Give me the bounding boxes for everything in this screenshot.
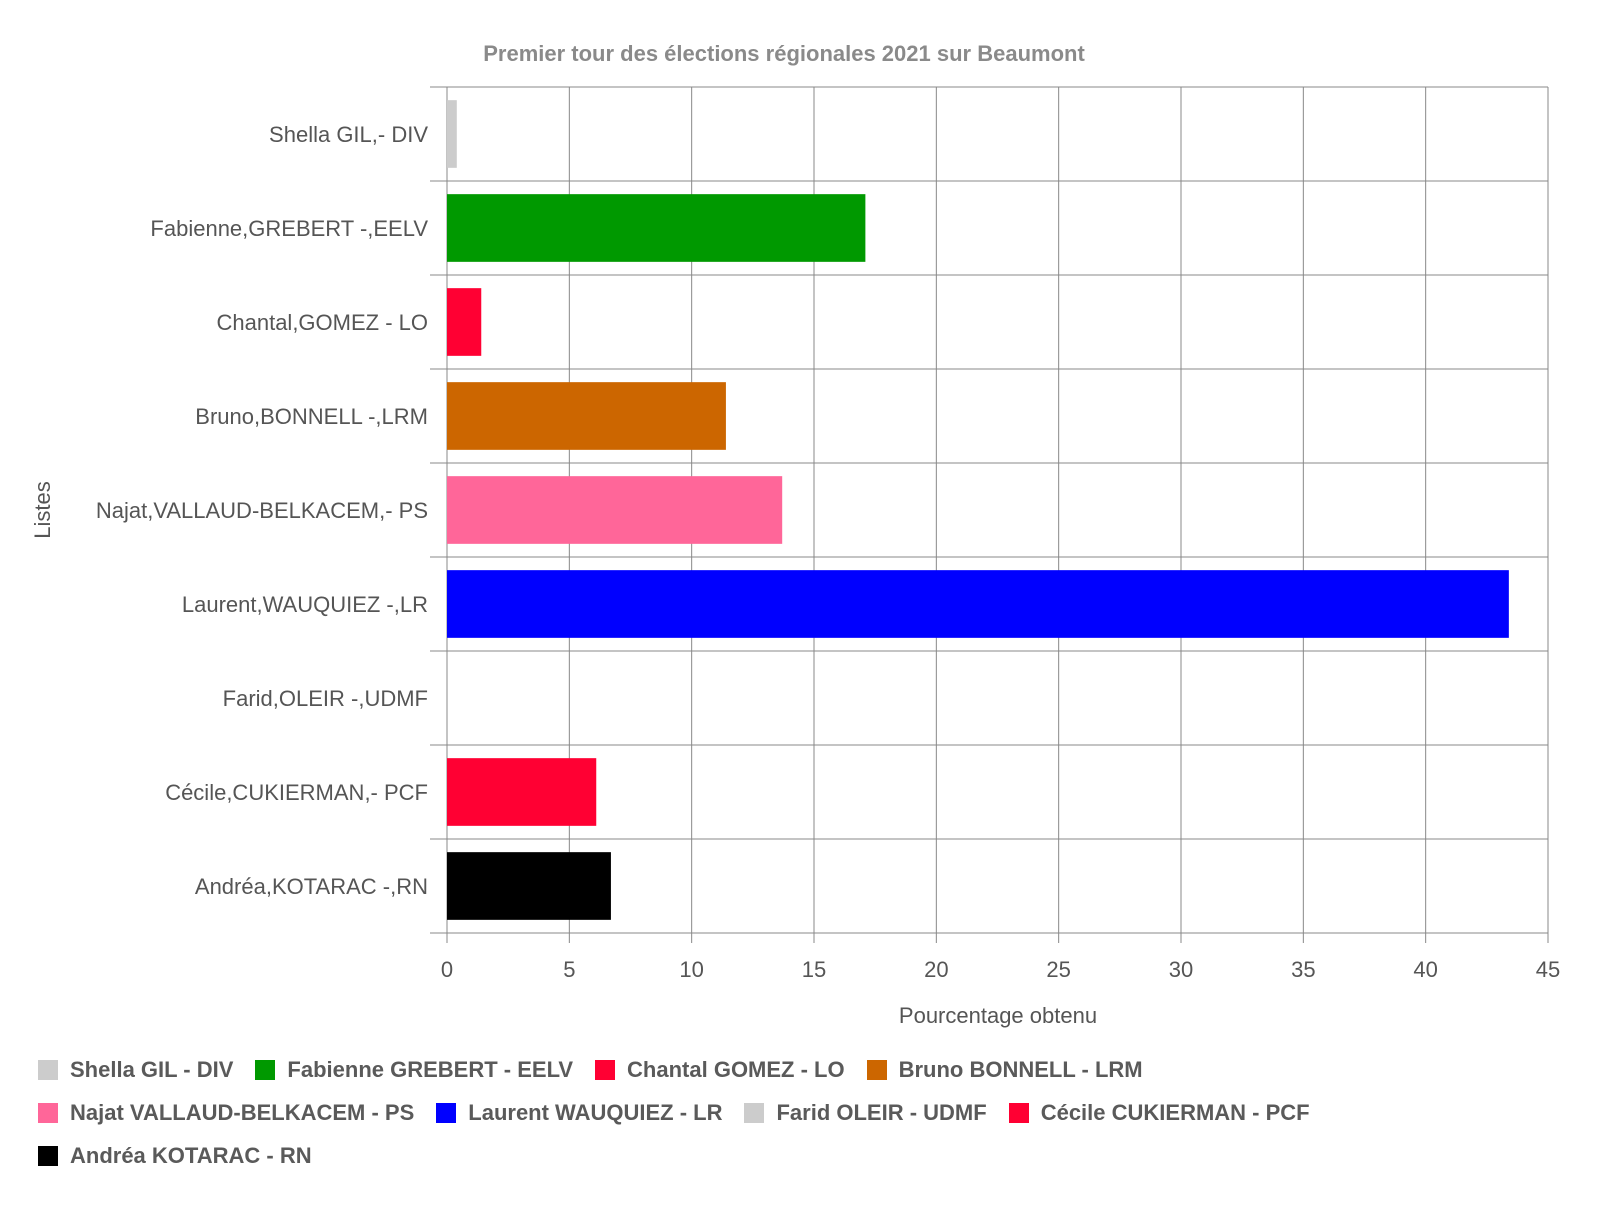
legend-swatch xyxy=(866,1059,887,1080)
x-tick-label: 20 xyxy=(924,957,948,982)
bar xyxy=(447,852,611,920)
legend-item[interactable]: Shella GIL - DIV xyxy=(38,1048,233,1091)
legend: Shella GIL - DIV Fabienne GREBERT - EELV C… xyxy=(38,1048,1458,1177)
legend-label: Shella GIL - DIV xyxy=(70,1056,234,1082)
legend-swatch xyxy=(744,1102,765,1123)
legend-swatch xyxy=(436,1102,457,1123)
category-label: Najat,VALLAUD-BELKACEM,- PS xyxy=(96,498,428,523)
legend-label: Najat VALLAUD-BELKACEM - PS xyxy=(70,1099,415,1125)
legend-label: Farid OLEIR - UDMF xyxy=(776,1099,987,1125)
bar xyxy=(447,758,597,826)
legend-item[interactable]: Fabienne GREBERT - EELV xyxy=(255,1048,573,1091)
category-label: Andréa,KOTARAC -,RN xyxy=(195,874,428,899)
x-tick-label: 10 xyxy=(679,957,703,982)
category-label: Bruno,BONNELL -,LRM xyxy=(195,404,428,429)
x-tick-label: 40 xyxy=(1413,957,1437,982)
bar xyxy=(447,288,482,356)
category-label: Fabienne,GREBERT -,EELV xyxy=(150,216,428,241)
x-tick-label: 5 xyxy=(563,957,575,982)
category-label: Shella GIL,- DIV xyxy=(269,122,428,147)
x-tick-label: 30 xyxy=(1169,957,1193,982)
tick-labels: 0 5 10 15 20 25 30 35 40 45 xyxy=(441,957,1560,982)
legend-label: Cécile CUKIERMAN - PCF xyxy=(1040,1099,1310,1125)
category-labels: Shella GIL,- DIV Fabienne,GREBERT -,EELV C… xyxy=(96,122,428,899)
x-tick-label: 0 xyxy=(441,957,453,982)
category-label: Cécile,CUKIERMAN,- PCF xyxy=(165,780,428,805)
bar xyxy=(447,570,1509,638)
bar xyxy=(447,100,457,168)
legend-item[interactable]: Chantal GOMEZ - LO xyxy=(595,1048,845,1091)
legend-item[interactable]: Bruno BONNELL - LRM xyxy=(866,1048,1143,1091)
legend-label: Fabienne GREBERT - EELV xyxy=(287,1056,574,1082)
legend-swatch xyxy=(38,1102,58,1123)
legend-swatch xyxy=(255,1059,276,1080)
legend-label: Laurent WAUQUIEZ - LR xyxy=(468,1099,723,1125)
legend-swatch xyxy=(38,1145,58,1166)
legend-label: Andréa KOTARAC - RN xyxy=(70,1142,312,1168)
legend-item[interactable]: Laurent WAUQUIEZ - LR xyxy=(436,1091,722,1134)
x-tick-label: 25 xyxy=(1046,957,1070,982)
legend-swatch xyxy=(38,1059,58,1080)
x-axis-title: Pourcentage obtenu xyxy=(899,1003,1097,1028)
legend-item[interactable]: Cécile CUKIERMAN - PCF xyxy=(1008,1091,1310,1134)
legend-item[interactable]: Najat VALLAUD-BELKACEM - PS xyxy=(38,1091,414,1134)
category-label: Chantal,GOMEZ - LO xyxy=(216,310,428,335)
x-tick-label: 15 xyxy=(802,957,826,982)
chart-title: Premier tour des élections régionales 20… xyxy=(483,41,1085,66)
category-label: Farid,OLEIR -,UDMF xyxy=(223,686,428,711)
bars xyxy=(447,100,1509,920)
bar xyxy=(447,476,783,544)
legend-label: Bruno BONNELL - LRM xyxy=(898,1056,1143,1082)
legend-item[interactable]: Andréa KOTARAC - RN xyxy=(38,1134,312,1177)
legend-swatch xyxy=(1008,1102,1029,1123)
y-axis-title: Listes xyxy=(30,481,55,538)
bar xyxy=(447,382,726,450)
legend-item[interactable]: Farid OLEIR - UDMF xyxy=(744,1091,987,1134)
bar-chart: Premier tour des élections régionales 20… xyxy=(30,41,1560,1028)
bar xyxy=(447,194,866,262)
x-tick-label: 45 xyxy=(1536,957,1560,982)
x-tick-label: 35 xyxy=(1291,957,1315,982)
legend-label: Chantal GOMEZ - LO xyxy=(627,1056,845,1082)
grid xyxy=(430,86,1549,943)
category-label: Laurent,WAUQUIEZ -,LR xyxy=(182,592,428,617)
legend-swatch xyxy=(595,1059,616,1080)
